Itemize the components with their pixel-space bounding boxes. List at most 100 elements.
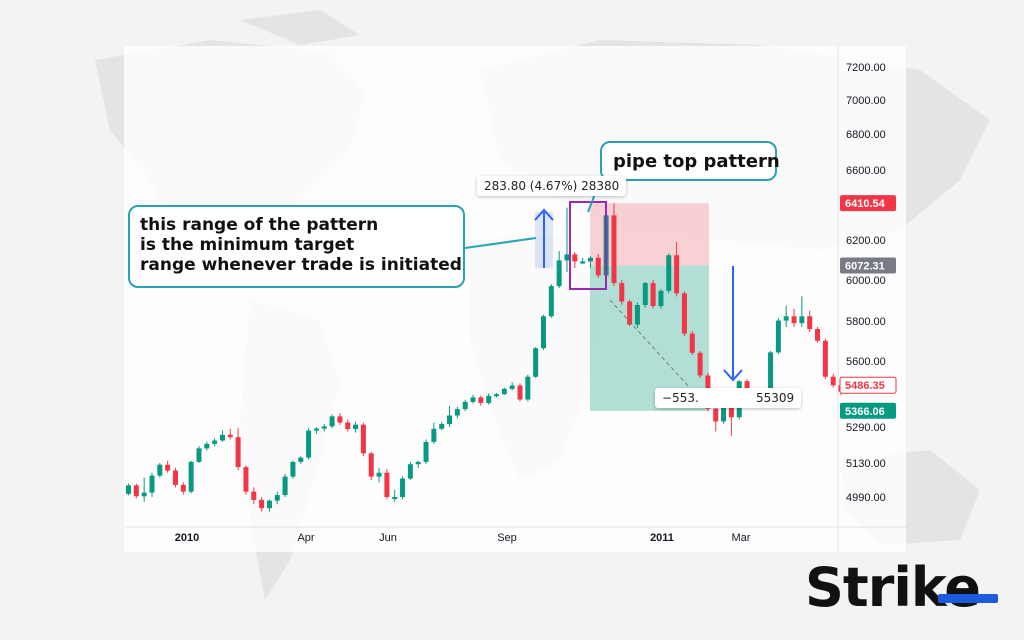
candle-body [564, 254, 570, 261]
y-tick-label: 5290.00 [846, 422, 886, 434]
candle [172, 467, 178, 488]
candle [407, 461, 413, 480]
candle [807, 310, 813, 332]
candle [548, 284, 554, 318]
candle-body [360, 424, 366, 454]
candle-body [329, 416, 335, 427]
candle [564, 207, 570, 272]
strike-logo-accent-bar [938, 594, 998, 603]
candle-body [587, 257, 593, 262]
candle-body [721, 399, 727, 422]
candle-body [313, 428, 319, 431]
candle [580, 258, 586, 264]
candle [196, 446, 202, 463]
candle-body [580, 261, 586, 264]
candle-body [321, 426, 327, 429]
candle [783, 305, 789, 327]
candle [329, 414, 335, 429]
candle-body [634, 305, 640, 325]
candle [454, 406, 460, 419]
measure-label-bottom: −553. 55309 [655, 388, 802, 408]
candle [219, 430, 225, 442]
candle-body [658, 290, 664, 307]
candle-body [744, 381, 750, 394]
candle-body [423, 441, 429, 462]
range-callout-line-1: this range of the pattern [140, 215, 379, 235]
candle [799, 296, 805, 327]
candle-body [822, 340, 828, 377]
candle [462, 399, 468, 412]
candle-body [212, 440, 218, 444]
candle-body [525, 376, 531, 400]
price-badge: 6072.31 [840, 257, 896, 274]
candle-body [376, 472, 382, 477]
y-tick-label: 4990.00 [846, 492, 886, 504]
candle [439, 421, 445, 431]
candle [658, 289, 664, 309]
x-tick-label: 2010 [175, 532, 199, 544]
candle [227, 428, 233, 440]
price-badge-label: 5486.35 [845, 380, 885, 392]
y-tick-label: 7200.00 [846, 62, 886, 74]
candle-body [439, 424, 445, 429]
candle [400, 476, 406, 500]
candle [775, 317, 781, 354]
pipe-top-callout: pipe top pattern [600, 141, 780, 181]
y-tick-label: 6200.00 [846, 235, 886, 247]
x-tick-label: Jun [379, 532, 397, 544]
strike-logo: Strike [805, 556, 981, 619]
candle-body [627, 301, 633, 325]
candle-body [392, 497, 398, 499]
candle [525, 374, 531, 402]
candle-body [407, 464, 413, 479]
candle-body [775, 320, 781, 353]
candle [415, 460, 421, 468]
candle [447, 405, 453, 427]
candle-body [768, 352, 774, 399]
candle-body [447, 415, 453, 425]
candle-body [486, 395, 492, 403]
candle-body [345, 422, 351, 430]
measure-down-arrow-head [723, 369, 743, 382]
price-badge: 5366.06 [840, 402, 896, 419]
candle-body [415, 461, 421, 465]
candle-body [126, 485, 131, 494]
candle [235, 428, 241, 471]
price-badge-label: 6410.54 [845, 198, 886, 210]
candle [540, 314, 546, 350]
candle-body [306, 430, 312, 458]
x-tick-label: 2011 [650, 532, 674, 544]
candle-body [282, 476, 288, 496]
candle-body [533, 348, 539, 377]
candle [165, 460, 171, 473]
candle-body [180, 484, 186, 492]
candle-body [595, 257, 601, 276]
candle-body [337, 416, 343, 423]
candle [697, 351, 703, 379]
candle-body [650, 283, 656, 307]
candle [321, 423, 327, 432]
y-tick-label: 5800.00 [846, 316, 886, 328]
range-explanation-callout: this range of the pattern is the minimum… [128, 205, 465, 288]
target-zone [590, 265, 709, 411]
candle [713, 404, 719, 432]
price-badge-label: 5366.06 [845, 406, 885, 418]
x-tick-label: Mar [732, 532, 751, 544]
candle-body [572, 254, 578, 262]
candle [611, 203, 617, 287]
candle-body [791, 316, 797, 324]
price-badge-bg [839, 376, 897, 394]
candle [674, 242, 680, 297]
candle [666, 253, 672, 294]
candle-body [462, 401, 468, 410]
candle-body [494, 394, 500, 397]
candle-body [298, 457, 304, 462]
candle-body [674, 255, 680, 294]
candle-body [556, 260, 562, 287]
candle-body [728, 399, 734, 418]
measure-up-arrow-head [534, 208, 554, 221]
candle [266, 499, 272, 512]
candle [290, 460, 296, 479]
candle [180, 482, 186, 495]
candle [345, 419, 351, 432]
